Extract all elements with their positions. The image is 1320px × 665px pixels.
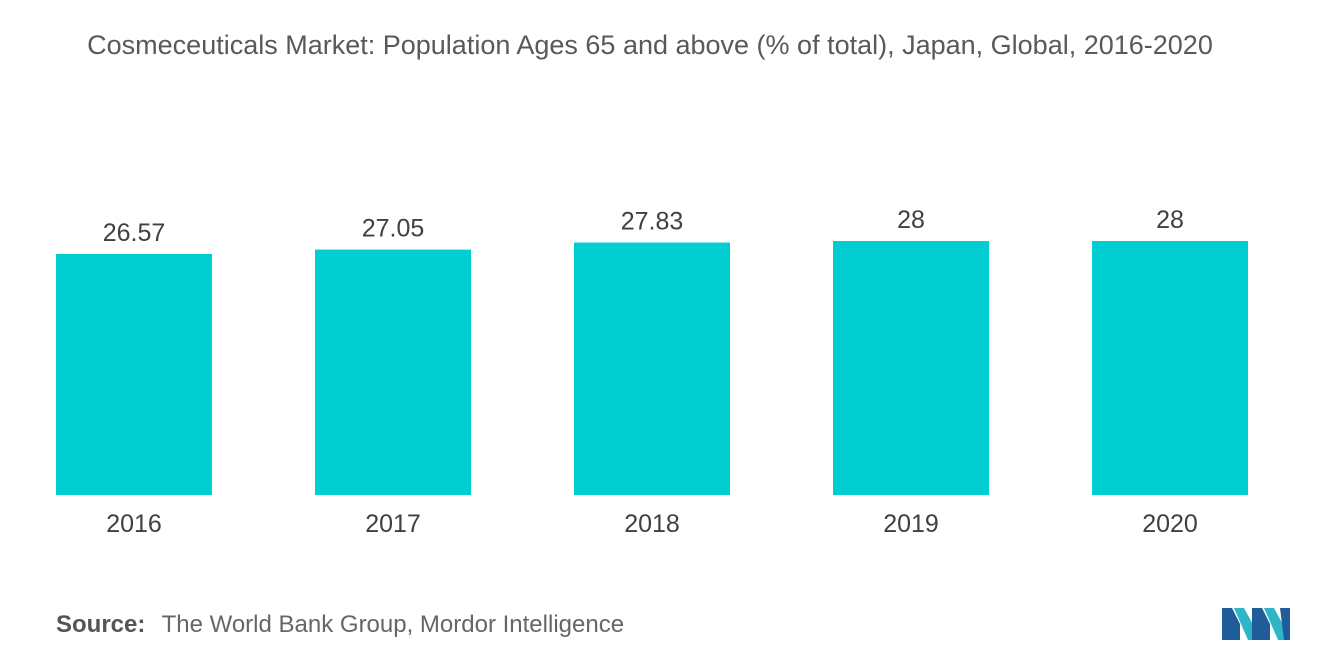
x-tick-label-2020: 2020 <box>1142 510 1198 538</box>
x-tick-label-2017: 2017 <box>365 510 421 538</box>
x-tick-label-2019: 2019 <box>883 510 939 538</box>
value-label-2016: 26.57 <box>103 219 166 247</box>
value-label-2018: 27.83 <box>621 208 684 236</box>
x-tick-label-2016: 2016 <box>106 510 162 538</box>
source-line: Source: The World Bank Group, Mordor Int… <box>56 611 624 639</box>
bar-2016 <box>56 253 212 495</box>
x-tick-label-2018: 2018 <box>624 510 680 538</box>
bar-2020 <box>1092 241 1248 495</box>
mordor-intelligence-logo-icon <box>1222 608 1290 640</box>
bar-2017 <box>315 249 471 495</box>
bar-2019 <box>833 241 989 495</box>
value-label-2019: 28 <box>897 206 925 234</box>
value-label-2017: 27.05 <box>362 215 425 243</box>
value-label-2020: 28 <box>1156 206 1184 234</box>
source-text: The World Bank Group, Mordor Intelligenc… <box>161 611 625 638</box>
source-label: Source: <box>56 611 146 638</box>
chart-title: Cosmeceuticals Market: Population Ages 6… <box>87 30 1213 60</box>
bar-2018 <box>574 242 730 495</box>
